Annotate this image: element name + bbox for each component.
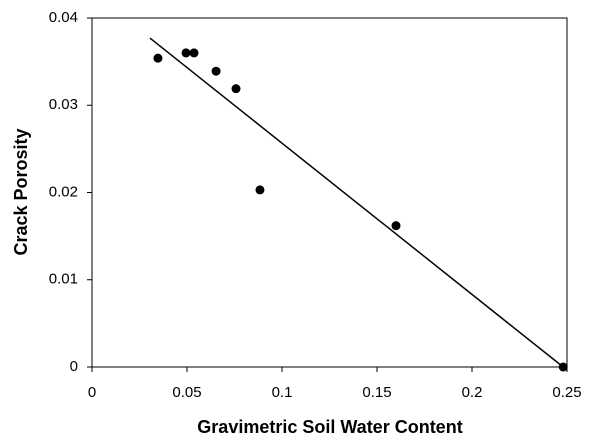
plot-frame: [91, 17, 568, 368]
data-point: [189, 48, 199, 58]
data-point: [231, 84, 241, 94]
data-point: [211, 66, 221, 76]
trend-line: [149, 37, 564, 368]
data-point: [391, 221, 401, 231]
y-tick-label: 0: [70, 358, 78, 375]
x-tick-label: 0: [88, 384, 96, 401]
data-point: [181, 48, 191, 58]
y-tick-label: 0.02: [49, 183, 78, 200]
y-tick-label: 0.03: [49, 96, 78, 113]
x-tick-label: 0.1: [272, 384, 293, 401]
y-tick-label: 0.01: [49, 271, 78, 288]
y-axis-title: Crack Porosity: [11, 128, 31, 255]
x-tick-label: 0.2: [462, 384, 483, 401]
data-point: [153, 53, 163, 63]
x-tick-label: 0.05: [172, 384, 201, 401]
x-tick-label: 0.25: [552, 384, 581, 401]
x-axis-title: Gravimetric Soil Water Content: [197, 417, 462, 437]
data-point: [255, 185, 265, 195]
x-tick-label: 0.15: [362, 384, 391, 401]
y-tick-label: 0.04: [49, 9, 78, 26]
